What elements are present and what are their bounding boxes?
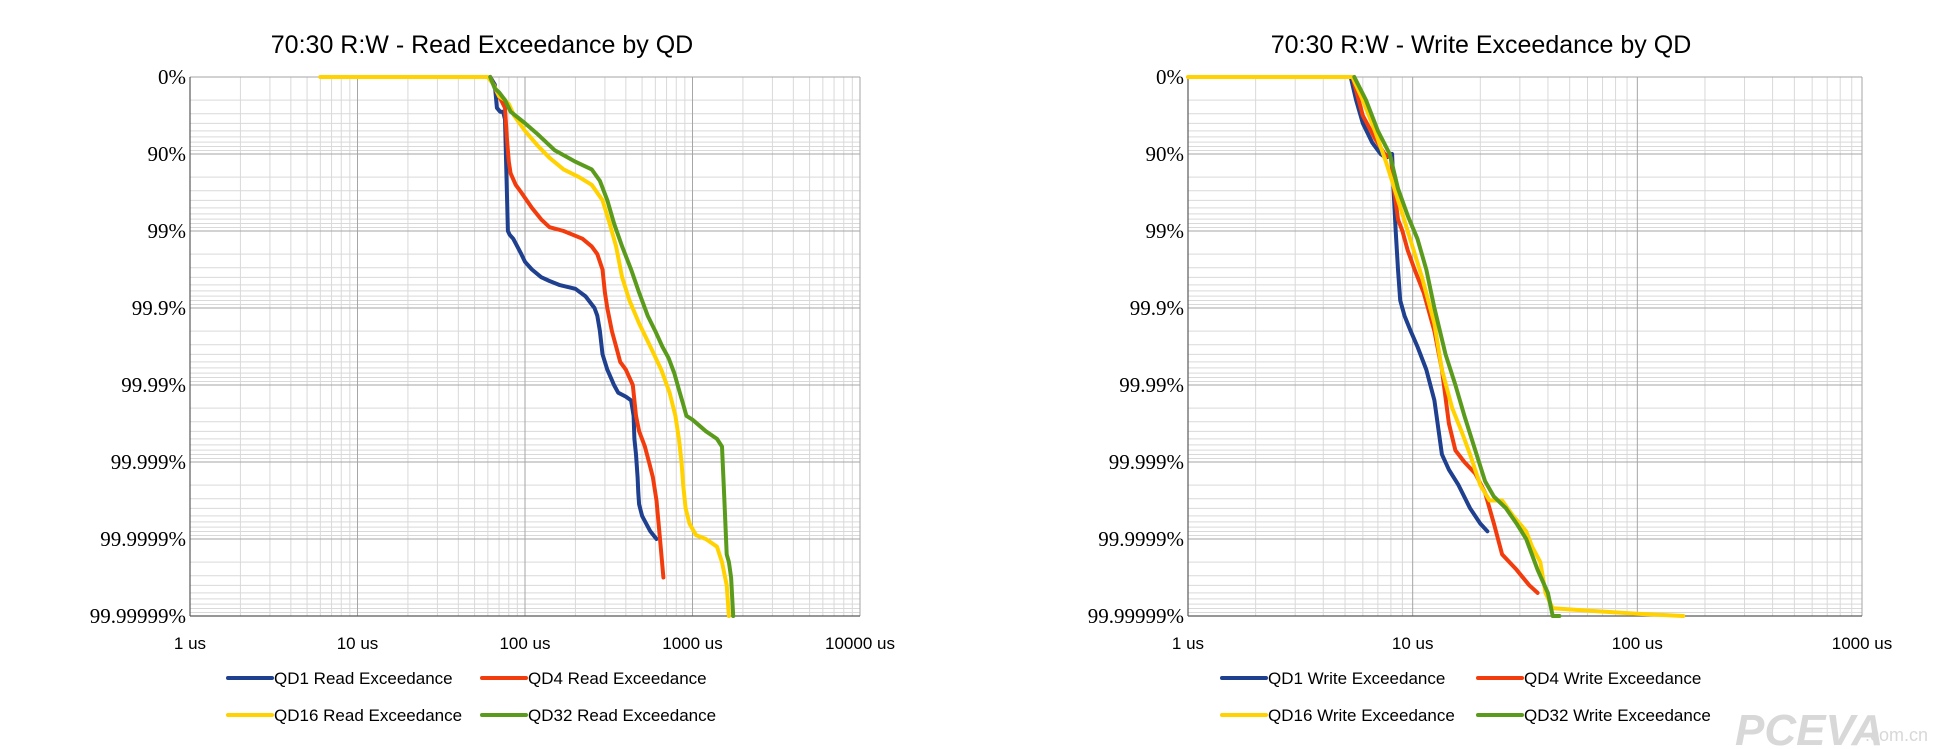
legend-item: QD32 Read Exceedance xyxy=(480,706,716,725)
series-line-1 xyxy=(1348,75,1490,534)
x-tick-label: 1000 us xyxy=(1832,634,1893,653)
read-chart-title: 70:30 R:W - Read Exceedance by QD xyxy=(271,31,693,59)
y-tick-label: 90% xyxy=(148,142,187,166)
legend-label: QD16 Write Exceedance xyxy=(1268,706,1455,725)
gridlines xyxy=(1187,76,1863,617)
series-line-1 xyxy=(488,75,659,541)
legend-item: QD16 Write Exceedance xyxy=(1220,706,1455,725)
x-tick-label: 10 us xyxy=(337,634,379,653)
y-tick-label: 99.99999% xyxy=(1088,604,1184,628)
x-tick-label: 100 us xyxy=(1612,634,1663,653)
y-tick-label: 99.99% xyxy=(121,373,186,397)
read-exceedance-chart: 70:30 R:W - Read Exceedance by QD 0% 90% 9… xyxy=(90,31,895,725)
y-tick-label: 99.99999% xyxy=(90,604,186,628)
watermark-domain: .com.cn xyxy=(1865,725,1928,745)
y-tick-label: 99.9% xyxy=(1130,296,1184,320)
x-tick-label: 1 us xyxy=(174,634,206,653)
y-tick-label: 99.9999% xyxy=(100,527,186,551)
series-line-2 xyxy=(488,75,666,580)
legend-label: QD32 Read Exceedance xyxy=(528,706,716,725)
y-tick-label: 99.99% xyxy=(1119,373,1184,397)
series-line-4 xyxy=(488,75,736,618)
legend-item: QD16 Read Exceedance xyxy=(226,706,462,725)
y-tick-label: 0% xyxy=(158,65,186,89)
x-tick-label: 10000 us xyxy=(825,634,895,653)
x-tick-label: 100 us xyxy=(499,634,550,653)
y-tick-label: 90% xyxy=(1146,142,1185,166)
watermark-brand: PCEVA xyxy=(1735,706,1883,749)
y-tick-label: 99% xyxy=(1146,219,1185,243)
legend-item: QD1 Write Exceedance xyxy=(1220,669,1445,688)
y-tick-label: 99.999% xyxy=(111,450,186,474)
legend-label: QD1 Write Exceedance xyxy=(1268,669,1445,688)
y-tick-label: 99.9% xyxy=(132,296,186,320)
x-tick-label: 1000 us xyxy=(662,634,723,653)
y-tick-label: 99.9999% xyxy=(1098,527,1184,551)
legend-item: QD32 Write Exceedance xyxy=(1476,706,1711,725)
legend-item: QD4 Write Exceedance xyxy=(1476,669,1701,688)
write-chart-title: 70:30 R:W - Write Exceedance by QD xyxy=(1271,31,1692,59)
x-tick-label: 10 us xyxy=(1392,634,1434,653)
legend-label: QD32 Write Exceedance xyxy=(1524,706,1711,725)
y-tick-label: 99% xyxy=(148,219,187,243)
write-exceedance-chart: 70:30 R:W - Write Exceedance by QD 0% 90%… xyxy=(1088,31,1893,725)
legend-label: QD1 Read Exceedance xyxy=(274,669,453,688)
legend-label: QD16 Read Exceedance xyxy=(274,706,462,725)
watermark: PCEVA .com.cn xyxy=(1735,706,1928,749)
legend-label: QD4 Read Exceedance xyxy=(528,669,707,688)
legend-label: QD4 Write Exceedance xyxy=(1524,669,1701,688)
series-line-4 xyxy=(1352,75,1562,618)
gridlines xyxy=(189,76,861,617)
legend-item: QD4 Read Exceedance xyxy=(480,669,707,688)
x-tick-label: 1 us xyxy=(1172,634,1204,653)
legend-item: QD1 Read Exceedance xyxy=(226,669,453,688)
y-tick-label: 0% xyxy=(1156,65,1184,89)
y-tick-label: 99.999% xyxy=(1109,450,1184,474)
